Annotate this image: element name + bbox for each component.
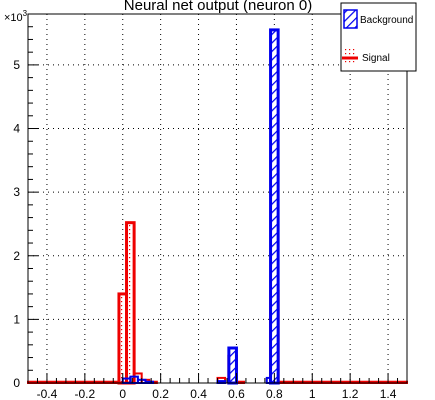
x-tick-label: 1.2 (342, 387, 359, 400)
y-tick-label: 5 (13, 58, 20, 72)
legend-label-background: Background (360, 15, 413, 26)
x-tick-label: 1.4 (380, 387, 397, 400)
x-tick-label: 0.2 (152, 387, 169, 400)
x-tick-label: 0.4 (190, 387, 207, 400)
y-tick-label: 2 (13, 249, 20, 263)
y-tick-label: 3 (13, 185, 20, 199)
x-tick-label: 0 (119, 387, 126, 400)
signal-histogram (27, 221, 409, 385)
histogram-bin (227, 346, 238, 385)
legend-label-signal: Signal (362, 53, 390, 64)
y-axis-multiplier: ×103 (4, 9, 28, 24)
x-tick-label: -0.4 (37, 387, 58, 400)
chart-title: Neural net output (neuron 0) (124, 0, 312, 14)
x-tick-labels: -0.4 -0.2 0 0.2 0.4 0.6 0.8 1 1.2 1.4 (37, 387, 397, 400)
y-tick-labels: 0 1 2 3 4 5 (13, 58, 20, 390)
x-tick-label: 0.8 (266, 387, 283, 400)
axis-ticks (27, 13, 408, 384)
x-tick-label: 1 (309, 387, 316, 400)
legend-swatch-background (343, 9, 358, 29)
x-tick-label: 0.6 (228, 387, 245, 400)
x-tick-label: -0.2 (75, 387, 96, 400)
histogram-bin (125, 221, 136, 385)
histogram-bin (269, 28, 280, 385)
legend-swatch-signal (344, 47, 357, 65)
y-tick-label: 1 (13, 312, 20, 326)
legend: Background Signal (340, 2, 417, 72)
y-tick-label: 0 (13, 376, 20, 390)
background-histogram (121, 28, 280, 385)
y-tick-label: 4 (13, 122, 20, 136)
